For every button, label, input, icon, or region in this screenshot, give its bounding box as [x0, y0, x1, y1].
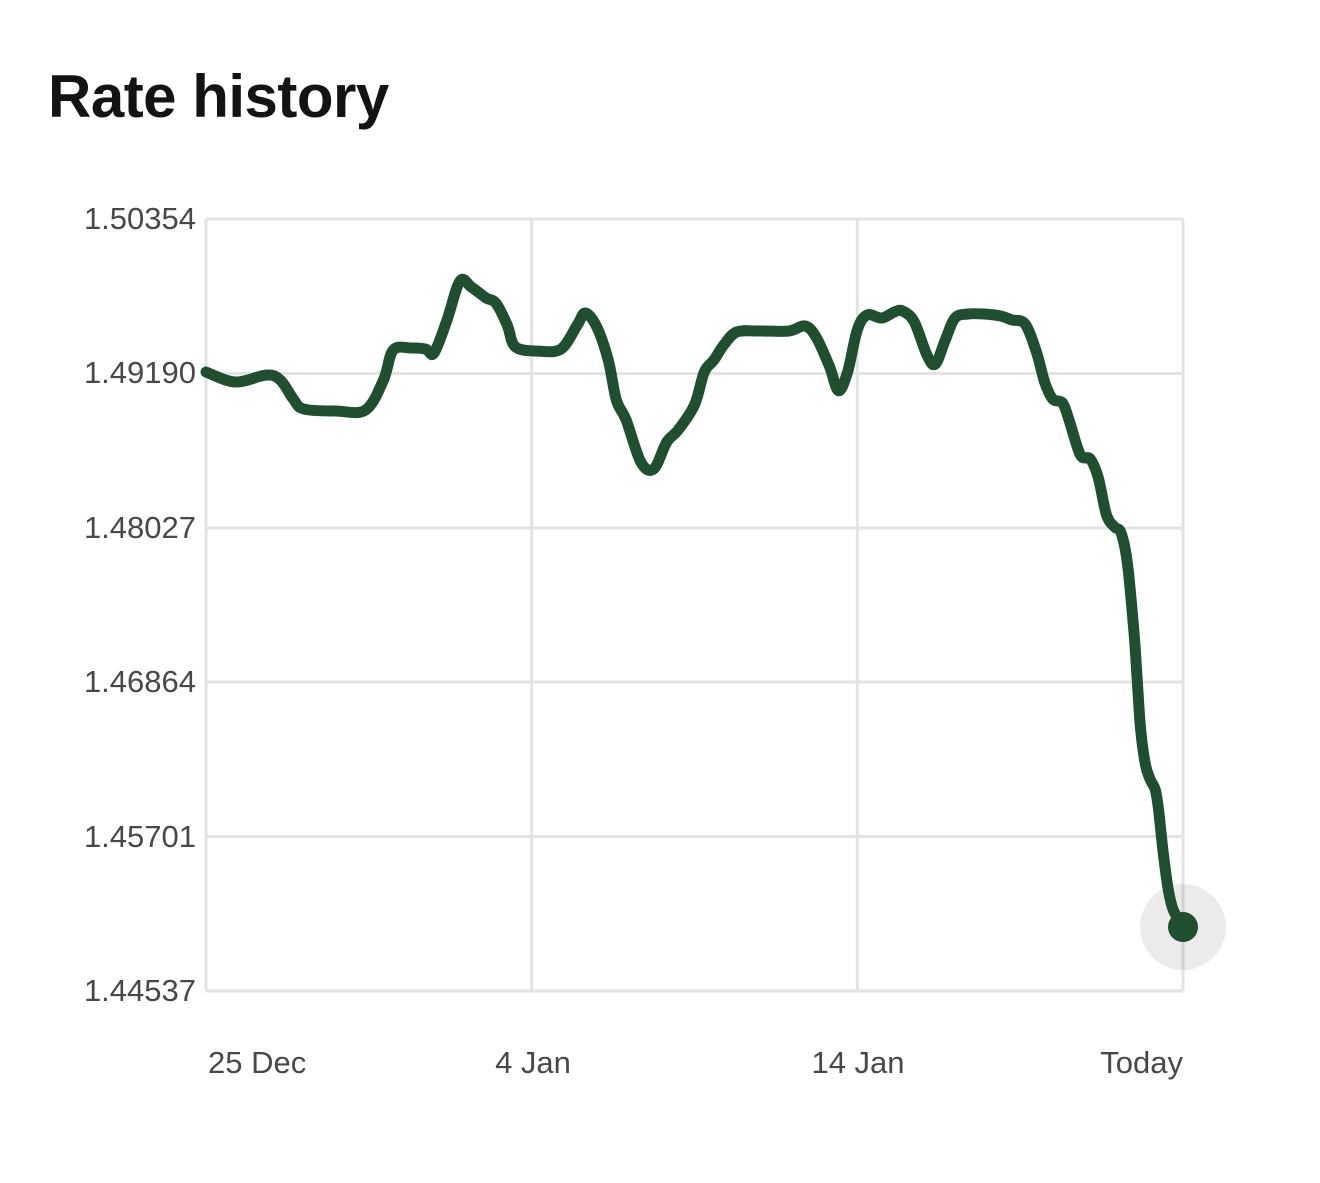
x-axis-tick-label: 14 Jan	[811, 1045, 905, 1080]
last-point-dot	[1168, 912, 1198, 943]
y-axis-tick-label: 1.48027	[83, 510, 196, 545]
y-axis-tick-label: 1.44537	[83, 973, 196, 1008]
x-axis-tick-label: 4 Jan	[495, 1045, 571, 1080]
y-axis-tick-label: 1.45701	[83, 819, 196, 854]
y-axis-tick-label: 1.50354	[83, 201, 196, 236]
rate-line	[200, 273, 1189, 933]
page-title: Rate history	[48, 63, 389, 130]
y-axis-tick-label: 1.46864	[83, 664, 196, 699]
x-axis-tick-label: Today	[1100, 1045, 1183, 1080]
y-axis-tick-label: 1.49190	[83, 355, 196, 390]
x-axis-tick-label: 25 Dec	[208, 1045, 307, 1080]
